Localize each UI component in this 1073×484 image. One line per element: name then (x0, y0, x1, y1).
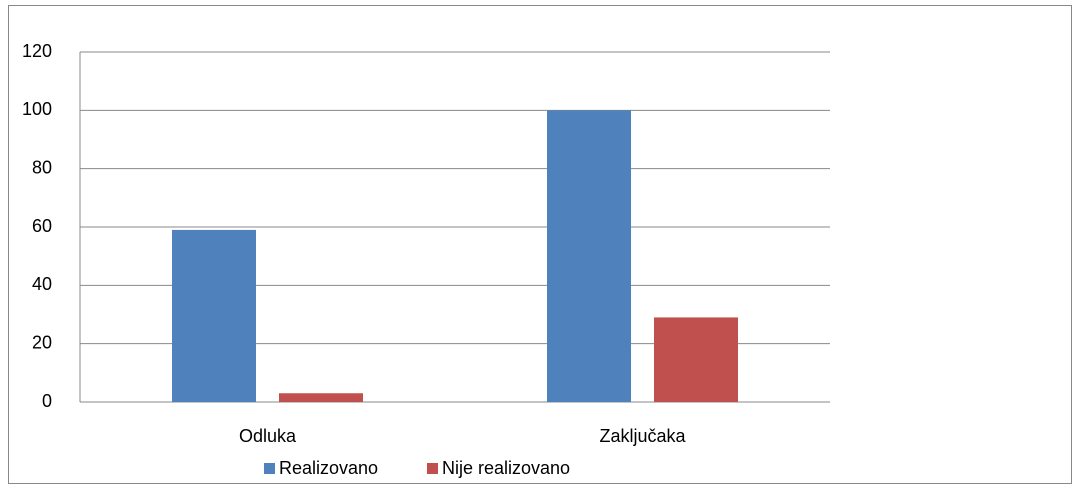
legend-label: Nije realizovano (442, 458, 570, 478)
bar (547, 110, 631, 402)
bar (279, 393, 363, 402)
y-tick-label: 40 (32, 274, 52, 294)
legend-swatch (427, 463, 438, 474)
bar (654, 317, 738, 402)
chart-frame (8, 5, 1072, 484)
y-tick-label: 80 (32, 157, 52, 177)
y-tick-label: 100 (22, 99, 52, 119)
y-tick-label: 120 (22, 41, 52, 61)
bar (172, 229, 256, 402)
y-tick-label: 60 (32, 216, 52, 236)
y-tick-label: 20 (32, 332, 52, 352)
y-tick-label: 0 (42, 391, 52, 411)
x-tick-label: Zaključaka (599, 426, 686, 446)
legend-swatch (264, 463, 275, 474)
legend-label: Realizovano (279, 458, 378, 478)
x-tick-label: Odluka (239, 426, 297, 446)
